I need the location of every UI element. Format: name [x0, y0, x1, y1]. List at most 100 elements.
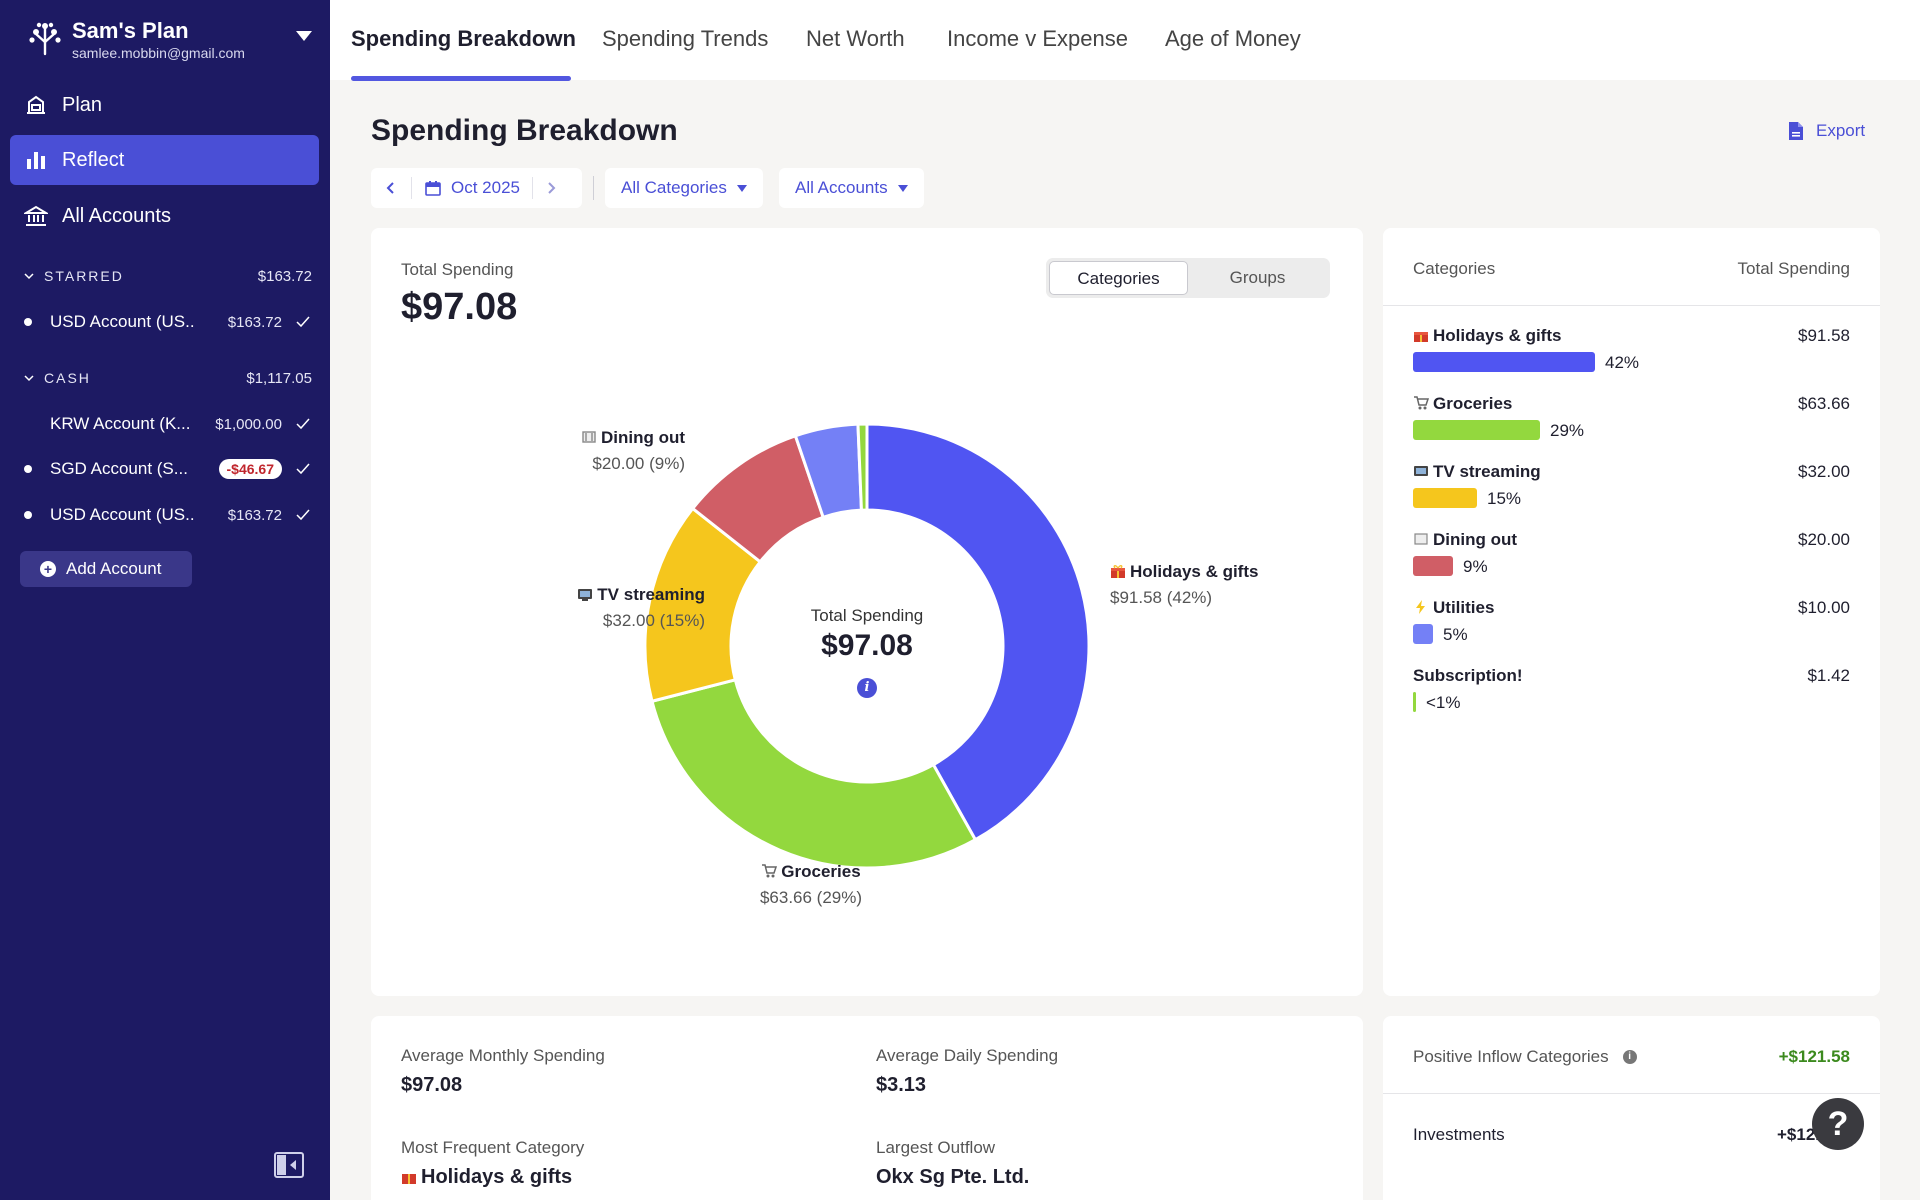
donut-slice-groceries[interactable] — [650, 678, 978, 870]
category-percent: 15% — [1487, 489, 1522, 508]
export-label: Export — [1816, 121, 1866, 140]
group-label: CASH — [44, 370, 91, 386]
donut-label-name: Holidays & gifts — [1130, 562, 1259, 581]
caret-down-icon — [736, 184, 747, 192]
chevron-right-icon[interactable] — [543, 180, 559, 196]
account-name: KRW Account (K... — [50, 414, 191, 433]
category-amount: $32.00 — [1798, 462, 1850, 481]
group-cash[interactable]: CASH $1,117.05 — [24, 366, 312, 390]
accounts-filter[interactable]: All Accounts — [779, 168, 924, 208]
donut-slice-holidays-gifts[interactable] — [865, 422, 1091, 842]
category-percent: 9% — [1463, 557, 1488, 576]
category-row-holidays[interactable]: Holidays & gifts $91.58 42% — [1413, 326, 1850, 386]
toggle-categories[interactable]: Categories — [1049, 261, 1188, 295]
stat-label: Average Daily Spending — [876, 1046, 1059, 1065]
chevron-down-icon — [24, 273, 34, 280]
info-icon[interactable]: i — [1622, 1050, 1637, 1064]
total-spending-value: $97.08 — [401, 286, 518, 328]
tab-age-of-money[interactable]: Age of Money — [1165, 26, 1301, 51]
info-icon[interactable]: i — [857, 678, 877, 698]
category-percent: 5% — [1443, 625, 1468, 644]
toggle-groups[interactable]: Groups — [1229, 268, 1286, 287]
stat-avg-monthly: Average Monthly Spending $97.08 — [401, 1046, 605, 1097]
stat-avg-daily: Average Daily Spending $3.13 — [876, 1046, 1058, 1097]
help-button[interactable]: ? — [1812, 1098, 1864, 1150]
tab-net-worth[interactable]: Net Worth — [806, 26, 905, 51]
inflow-row-value: +$121.58 — [1777, 1125, 1821, 1144]
lightning-icon — [1413, 599, 1429, 615]
category-row-utilities[interactable]: Utilities $10.00 5% — [1413, 598, 1850, 658]
plan-switcher[interactable]: Sam's Plan samlee.mobbin@gmail.com — [28, 16, 318, 66]
chevron-left-icon[interactable] — [383, 180, 399, 196]
report-tabs: Spending Breakdown Spending Trends Net W… — [330, 0, 1920, 80]
category-name: TV streaming — [1433, 462, 1541, 481]
caret-down-icon — [897, 184, 908, 192]
collapse-sidebar-icon[interactable] — [274, 1152, 304, 1178]
chevron-down-icon — [24, 375, 34, 382]
category-row-dining[interactable]: Dining out $20.00 9% — [1413, 530, 1850, 590]
add-account-label: Add Account — [66, 559, 162, 578]
donut-label-name: TV streaming — [597, 585, 705, 604]
donut-label-dining: Dining out $20.00 (9%) — [435, 428, 685, 474]
inflow-total: +$121.58 — [1778, 1047, 1850, 1066]
page-title: Spending Breakdown — [371, 114, 678, 147]
group-starred[interactable]: STARRED $163.72 — [24, 264, 312, 288]
export-button[interactable]: Export — [1788, 121, 1865, 141]
nav-item-reflect[interactable]: Reflect — [10, 135, 319, 185]
nav-item-plan[interactable]: Plan — [10, 80, 319, 130]
check-icon — [296, 509, 310, 521]
check-icon — [296, 463, 310, 475]
group-label: STARRED — [44, 268, 124, 284]
account-row-usd-cash[interactable]: USD Account (US... $163.72 — [24, 501, 312, 529]
category-amount: $10.00 — [1798, 598, 1850, 617]
add-account-button[interactable]: + Add Account — [20, 551, 192, 587]
active-tab-indicator — [351, 76, 571, 81]
nav-item-all-accounts[interactable]: All Accounts — [10, 191, 319, 241]
caret-down-icon — [296, 31, 312, 41]
account-row-krw[interactable]: KRW Account (K... $1,000.00 — [24, 410, 312, 438]
categories-filter[interactable]: All Categories — [605, 168, 763, 208]
group-total: $163.72 — [257, 267, 312, 285]
column-header-categories: Categories — [1413, 259, 1496, 278]
stat-label: Average Monthly Spending — [401, 1046, 605, 1065]
category-amount: $63.66 — [1798, 394, 1850, 413]
donut-label-detail: $91.58 (42%) — [1110, 588, 1213, 607]
account-row-usd-starred[interactable]: USD Account (US... $163.72 — [24, 308, 312, 336]
accounts-filter-label: All Accounts — [795, 178, 888, 197]
gift-icon — [1413, 327, 1429, 343]
plus-circle-icon: + — [40, 561, 56, 577]
category-name: Subscription! — [1413, 666, 1523, 685]
account-name: SGD Account (S... — [50, 459, 188, 478]
tab-spending-breakdown[interactable]: Spending Breakdown — [351, 26, 576, 51]
check-icon — [296, 316, 310, 328]
stat-value: Holidays & gifts — [421, 1166, 573, 1188]
total-spending-label: Total Spending — [401, 260, 514, 279]
category-name: Holidays & gifts — [1433, 326, 1562, 345]
stat-largest-outflow: Largest Outflow Okx Sg Pte. Ltd. — [876, 1138, 1029, 1189]
category-bar — [1413, 352, 1595, 372]
nav-label: Reflect — [62, 148, 125, 171]
category-row-tv[interactable]: TV streaming $32.00 15% — [1413, 462, 1850, 522]
tab-income-v-expense[interactable]: Income v Expense — [947, 26, 1128, 51]
donut-slice-subscription[interactable] — [856, 422, 869, 512]
category-amount: $20.00 — [1798, 530, 1850, 549]
category-bar — [1413, 624, 1433, 644]
category-row-subscription[interactable]: Subscription! $1.42 <1% — [1413, 666, 1850, 726]
category-row-groceries[interactable]: Groceries $63.66 29% — [1413, 394, 1850, 454]
tab-spending-trends[interactable]: Spending Trends — [602, 26, 769, 51]
account-dot — [24, 511, 32, 519]
gift-icon — [1110, 563, 1126, 579]
spending-stats-card: Average Monthly Spending $97.08 Average … — [371, 1016, 1363, 1200]
view-toggle: Categories Groups — [1046, 258, 1330, 298]
nav-label: All Accounts — [62, 204, 171, 227]
category-bar — [1413, 488, 1477, 508]
category-percent: 42% — [1605, 353, 1640, 372]
fork-knife-icon — [581, 429, 597, 445]
date-label[interactable]: Oct 2025 — [451, 178, 520, 197]
donut-label-name: Groceries — [781, 862, 861, 881]
account-row-sgd[interactable]: SGD Account (S... -$46.67 — [24, 455, 312, 483]
donut-center-value: $97.08 — [821, 629, 913, 662]
account-balance: $1,000.00 — [215, 415, 282, 433]
plan-email: samlee.mobbin@gmail.com — [72, 45, 245, 61]
cart-icon — [1413, 395, 1430, 411]
